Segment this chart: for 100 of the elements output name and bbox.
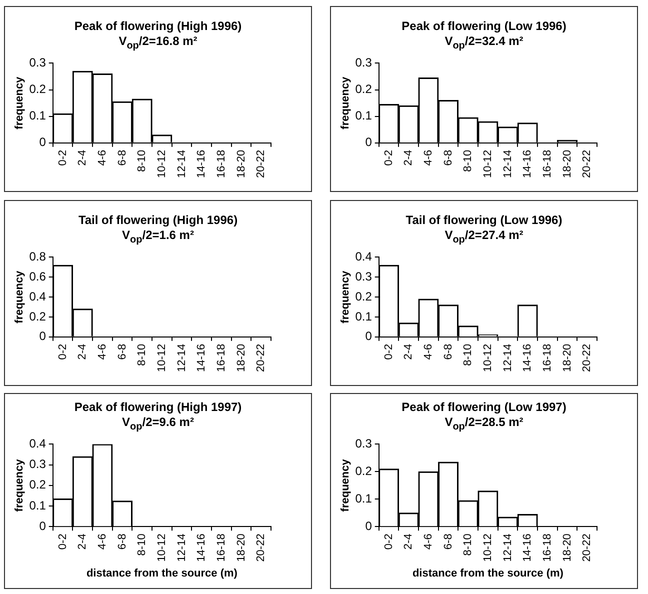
y-tick-label: 0.1 bbox=[355, 492, 372, 506]
y-axis-title: frequency bbox=[340, 76, 352, 130]
y-tick-label: 0.2 bbox=[29, 310, 46, 324]
x-tick-label: 12-14 bbox=[502, 150, 514, 178]
x-tick-label: 10-12 bbox=[156, 344, 168, 372]
x-tick-label: 0-2 bbox=[382, 534, 395, 550]
x-tick-label: 12-14 bbox=[502, 534, 514, 562]
x-tick-label: 2-4 bbox=[76, 344, 89, 360]
x-tick-label: 4-6 bbox=[422, 150, 434, 166]
x-tick-label: 10-12 bbox=[156, 534, 168, 562]
x-tick-label: 2-4 bbox=[76, 150, 89, 166]
x-tick-label: 12-14 bbox=[176, 534, 188, 562]
x-tick-label: 16-18 bbox=[215, 534, 228, 562]
x-tick-label: 8-10 bbox=[462, 344, 474, 366]
y-tick-label: 0 bbox=[39, 136, 46, 150]
x-tick-label: 8-10 bbox=[136, 344, 148, 366]
y-tick-label: 0 bbox=[365, 136, 372, 150]
x-tick-label: 0-2 bbox=[56, 534, 69, 550]
y-tick-label: 0.3 bbox=[29, 458, 46, 472]
y-axis-title: frequency bbox=[14, 458, 26, 512]
x-tick-label: 0-2 bbox=[382, 344, 395, 360]
x-tick-label: 20-22 bbox=[255, 534, 268, 562]
x-axis-title: distance from the source (m) bbox=[86, 568, 238, 580]
x-tick-label: 16-18 bbox=[215, 150, 228, 178]
x-tick-label: 6-8 bbox=[116, 344, 128, 360]
x-tick-label: 10-12 bbox=[156, 150, 168, 178]
x-tick-label: 18-20 bbox=[561, 344, 574, 372]
x-tick-label: 10-12 bbox=[482, 534, 494, 562]
y-tick-label: 0.2 bbox=[355, 290, 372, 304]
x-tick-label: 0-2 bbox=[56, 344, 69, 360]
x-tick-label: 2-4 bbox=[76, 534, 89, 550]
chart-subtitle: V$_{op}$/2=27.4 m² bbox=[444, 228, 524, 248]
chart-subtitle: V$_{op}$/2=9.6 m² bbox=[121, 415, 195, 434]
y-tick-label: 0.4 bbox=[29, 290, 46, 304]
x-tick-label: 12-14 bbox=[176, 150, 188, 178]
x-tick-label: 10-12 bbox=[482, 150, 494, 178]
x-tick-label: 20-22 bbox=[255, 344, 268, 372]
x-tick-label: 4-6 bbox=[96, 534, 108, 550]
y-tick-label: 0.1 bbox=[29, 109, 46, 124]
x-tick-label: 8-10 bbox=[462, 534, 474, 556]
y-tick-label: 0.2 bbox=[355, 464, 372, 478]
x-tick-label: 2-4 bbox=[402, 344, 415, 360]
x-tick-label: 18-20 bbox=[235, 344, 248, 372]
y-tick-label: 0.3 bbox=[355, 56, 372, 70]
chart-title: Peak of flowering (High 1996) bbox=[73, 19, 243, 34]
x-tick-label: 16-18 bbox=[541, 344, 554, 372]
x-tick-label: 4-6 bbox=[422, 344, 434, 360]
x-tick-label: 2-4 bbox=[402, 534, 415, 550]
y-tick-label: 0.4 bbox=[29, 436, 46, 451]
y-tick-label: 0 bbox=[39, 330, 46, 344]
x-tick-label: 8-10 bbox=[136, 534, 148, 556]
x-tick-label: 12-14 bbox=[502, 344, 514, 372]
x-tick-label: 18-20 bbox=[561, 150, 574, 178]
chart-title: Peak of flowering (Low 1996) bbox=[400, 19, 568, 34]
y-tick-label: 0.2 bbox=[29, 478, 46, 492]
x-tick-label: 20-22 bbox=[581, 150, 594, 178]
y-tick-label: 0.1 bbox=[355, 109, 372, 124]
x-tick-label: 8-10 bbox=[136, 150, 148, 172]
y-tick-label: 0.3 bbox=[29, 56, 46, 70]
x-tick-label: 6-8 bbox=[442, 150, 454, 166]
x-tick-label: 6-8 bbox=[116, 150, 128, 166]
y-tick-label: 0.6 bbox=[29, 270, 46, 284]
x-tick-label: 14-16 bbox=[196, 150, 208, 178]
x-tick-label: 14-16 bbox=[522, 150, 534, 178]
y-tick-label: 0.3 bbox=[355, 270, 372, 284]
x-tick-label: 18-20 bbox=[235, 150, 248, 178]
x-tick-label: 0-2 bbox=[382, 150, 395, 166]
x-tick-label: 0-2 bbox=[56, 150, 69, 166]
chart-subtitle: V$_{op}$/2=1.6 m² bbox=[121, 228, 195, 248]
y-axis-title: frequency bbox=[14, 270, 26, 324]
x-tick-label: 2-4 bbox=[402, 150, 415, 166]
x-tick-label: 20-22 bbox=[581, 534, 594, 562]
y-tick-label: 0.8 bbox=[29, 250, 46, 264]
y-tick-label: 0.1 bbox=[29, 498, 46, 513]
y-tick-label: 0 bbox=[39, 519, 46, 534]
x-tick-label: 12-14 bbox=[176, 344, 188, 372]
x-tick-label: 14-16 bbox=[196, 534, 208, 562]
chart-subtitle: V$_{op}$/2=16.8 m² bbox=[118, 34, 198, 54]
chart-title: Peak of flowering (Low 1997) bbox=[400, 400, 568, 415]
y-axis-title: frequency bbox=[340, 270, 352, 324]
y-tick-label: 0.2 bbox=[29, 82, 46, 96]
x-tick-label: 20-22 bbox=[255, 150, 268, 178]
x-tick-label: 18-20 bbox=[561, 534, 574, 562]
y-tick-label: 0.1 bbox=[355, 310, 372, 324]
chart-title: Tail of flowering (High 1996) bbox=[77, 213, 239, 228]
x-tick-label: 4-6 bbox=[96, 150, 108, 166]
x-tick-label: 14-16 bbox=[196, 344, 208, 372]
y-tick-label: 0 bbox=[365, 519, 372, 534]
x-tick-label: 20-22 bbox=[581, 344, 594, 372]
x-tick-label: 6-8 bbox=[116, 534, 128, 550]
chart-title: Peak of flowering (High 1997) bbox=[73, 400, 243, 415]
x-tick-label: 8-10 bbox=[462, 150, 474, 172]
y-axis-title: frequency bbox=[14, 76, 26, 130]
x-tick-label: 16-18 bbox=[541, 150, 554, 178]
x-tick-label: 6-8 bbox=[442, 344, 454, 360]
x-tick-label: 16-18 bbox=[215, 344, 228, 372]
x-tick-label: 14-16 bbox=[522, 344, 534, 372]
y-axis-title: frequency bbox=[340, 458, 352, 512]
x-tick-label: 10-12 bbox=[482, 344, 494, 372]
y-tick-label: 0.2 bbox=[355, 82, 372, 96]
